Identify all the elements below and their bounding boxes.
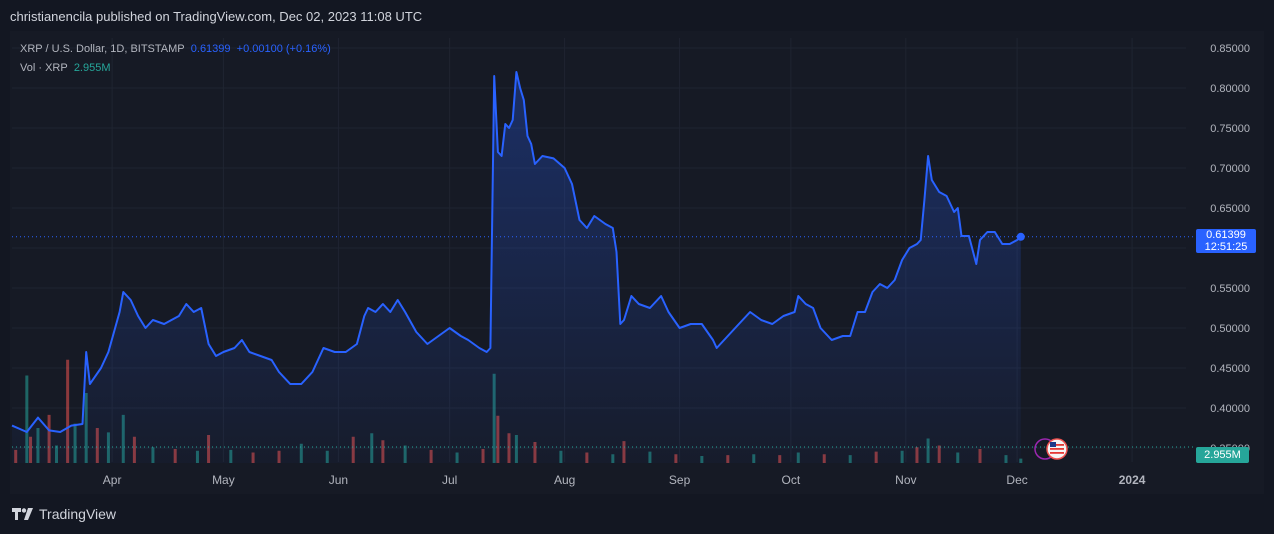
y-tick-label: 0.40000 bbox=[1210, 403, 1250, 415]
volume-tag: 2.955M bbox=[1196, 447, 1249, 463]
x-tick-label: Jun bbox=[329, 473, 348, 487]
price-tag-value: 0.61399 bbox=[1206, 228, 1246, 241]
y-tick-label: 0.65000 bbox=[1210, 203, 1250, 215]
y-tick-label: 0.75000 bbox=[1210, 123, 1250, 135]
x-tick-label: Oct bbox=[782, 473, 801, 487]
x-tick-label: Aug bbox=[554, 473, 575, 487]
x-tick-label: Nov bbox=[895, 473, 916, 487]
last-price-dot bbox=[1016, 232, 1025, 241]
x-tick-label: Dec bbox=[1006, 473, 1027, 487]
volume-bar bbox=[66, 359, 70, 463]
y-tick-label: 0.70000 bbox=[1210, 163, 1250, 175]
y-tick-label: 0.85000 bbox=[1210, 43, 1250, 55]
y-tick-label: 0.45000 bbox=[1210, 363, 1250, 375]
price-area bbox=[12, 72, 1021, 463]
x-tick-label: May bbox=[212, 473, 235, 487]
y-tick-label: 0.55000 bbox=[1210, 283, 1250, 295]
time-axis: Apr May Jun Jul Aug Sep Oct Nov Dec 2024 bbox=[103, 473, 1146, 487]
volume-bar bbox=[1019, 458, 1023, 463]
symbol-row: XRP / U.S. Dollar, 1D, BITSTAMP 0.61399 … bbox=[20, 40, 331, 59]
x-tick-label: Apr bbox=[103, 473, 122, 487]
price-change: +0.00100 (+0.16%) bbox=[236, 43, 331, 55]
price-tag-countdown: 12:51:25 bbox=[1204, 240, 1248, 253]
tradingview-brand: TradingView bbox=[39, 506, 117, 522]
volume-label[interactable]: Vol · XRP bbox=[20, 62, 68, 74]
event-markers bbox=[1034, 438, 1068, 460]
x-tick-label: Sep bbox=[669, 473, 691, 487]
symbol-label[interactable]: XRP / U.S. Dollar, 1D, BITSTAMP bbox=[20, 43, 185, 55]
x-tick-label: Jul bbox=[442, 473, 457, 487]
last-price: 0.61399 bbox=[190, 43, 231, 55]
published-caption: christianencila published on TradingView… bbox=[10, 9, 423, 24]
price-line bbox=[11, 71, 1022, 433]
volume-value: 2.955M bbox=[73, 62, 111, 74]
tradingview-logo[interactable]: TradingView bbox=[12, 506, 116, 522]
us-flag-icon bbox=[1046, 438, 1068, 460]
price-tag: 0.61399 12:51:25 bbox=[1196, 228, 1256, 253]
y-tick-label: 0.50000 bbox=[1210, 323, 1250, 335]
y-tick-label: 0.80000 bbox=[1210, 83, 1250, 95]
x-tick-label: 2024 bbox=[1119, 473, 1146, 487]
volume-bar bbox=[25, 375, 29, 463]
chart-legend: XRP / U.S. Dollar, 1D, BITSTAMP 0.61399 … bbox=[20, 40, 331, 78]
tradingview-logo-icon bbox=[12, 508, 33, 520]
volume-row: Vol · XRP 2.955M bbox=[20, 59, 331, 78]
